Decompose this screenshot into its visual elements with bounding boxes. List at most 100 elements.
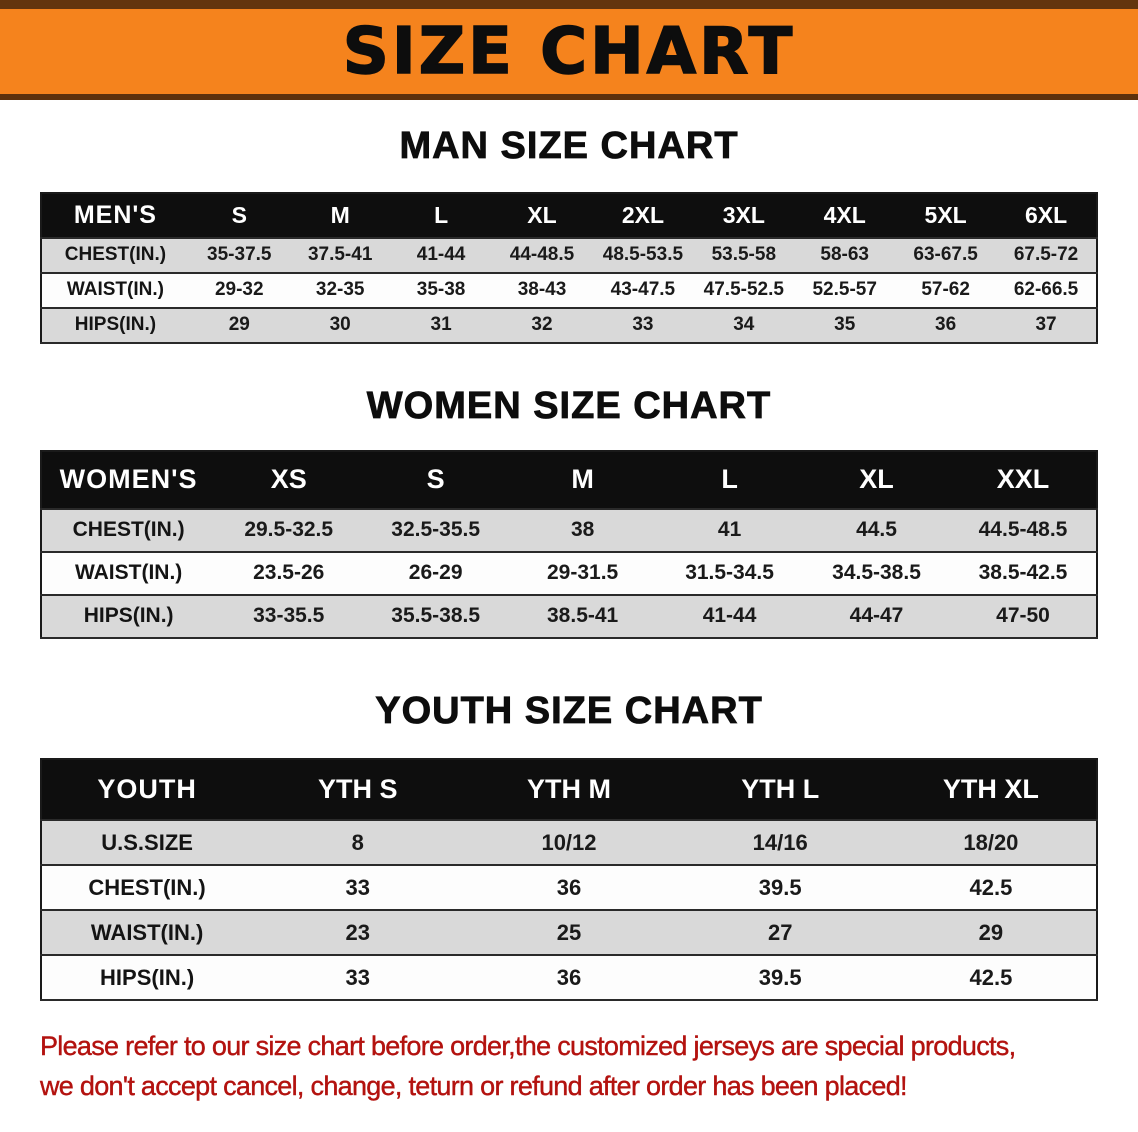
value-cell: 38.5-42.5 (978, 561, 1068, 585)
value-cell: 29 (978, 919, 1004, 945)
youth-section-heading: YOUTH SIZE CHART (375, 689, 763, 732)
value-cell: 33 (632, 314, 654, 336)
measurement-row: CHEST(IN.) 33 36 39.5 42.5 (41, 865, 1097, 911)
size-header-cell: L (390, 192, 492, 238)
value-cell: 36 (556, 874, 582, 900)
value-cell: 30 (329, 314, 351, 336)
content: MAN SIZE CHART MEN'S S M L XL 2XL 3XL 4XL 5XL 6XL… (0, 125, 1138, 1106)
banner-title: SIZE CHART (342, 14, 796, 89)
row-label-cell: HIPS(IN.) (100, 964, 195, 990)
size-header-cell: M (289, 192, 391, 238)
value-cell: 8 (351, 829, 364, 855)
measurement-row: CHEST(IN.) 35-37.5 37.5-41 41-44 44-48.5 48.5… (41, 237, 1097, 273)
size-header-cell: XXL (950, 450, 1097, 509)
size-header-cell: S (362, 450, 510, 509)
table-header-row: YOUTH YTH S YTH M YTH L YTH XL (41, 759, 1097, 821)
disclaimer-line-2: we don't accept cancel, change, teturn o… (40, 1070, 908, 1101)
size-header-cell: S (188, 192, 290, 238)
men-size-table: MEN'S S M L XL 2XL 3XL 4XL 5XL 6XL CHEST(IN.) 35-37… (40, 191, 1098, 344)
value-cell: 39.5 (758, 964, 802, 990)
value-cell: 29-31.5 (547, 561, 619, 585)
size-header-cell: M (509, 450, 657, 509)
value-cell: 47.5-52.5 (703, 279, 784, 301)
value-cell: 38.5-41 (547, 604, 619, 628)
disclaimer: Please refer to our size chart before or… (40, 1027, 1138, 1105)
youth-size-table: YOUTH YTH S YTH M YTH L YTH XL U.S.SIZE 8 10/12… (40, 758, 1098, 1002)
value-cell: 62-66.5 (1013, 279, 1079, 301)
value-cell: 14/16 (752, 829, 808, 855)
measurement-row: HIPS(IN.) 33-35.5 35.5-38.5 38.5-41 41-44 44-… (41, 594, 1097, 638)
value-cell: 29-32 (214, 279, 264, 301)
value-cell: 52.5-57 (812, 279, 877, 301)
value-cell: 48.5-53.5 (602, 244, 684, 266)
men-section-heading: MAN SIZE CHART (399, 125, 739, 167)
value-cell: 35-38 (416, 279, 466, 301)
size-header-cell: L (656, 450, 804, 509)
table-title-cell: WOMEN'S (41, 450, 216, 509)
size-chart-page: SIZE CHART MAN SIZE CHART MEN'S S M L XL 2XL 3… (0, 0, 1138, 1106)
value-cell: 25 (556, 919, 582, 945)
measurement-row: HIPS(IN.) 33 36 39.5 42.5 (41, 955, 1097, 1001)
value-cell: 18/20 (963, 829, 1019, 855)
row-label-cell: CHEST(IN.) (72, 518, 185, 542)
value-cell: 36 (556, 964, 582, 990)
value-cell: 35 (834, 314, 856, 336)
value-cell: 42.5 (969, 874, 1013, 900)
value-cell: 67.5-72 (1013, 244, 1079, 266)
size-header-cell: XS (215, 450, 363, 509)
row-label-cell: WAIST(IN.) (66, 279, 164, 301)
value-cell: 58-63 (820, 244, 870, 266)
value-cell: 35.5-38.5 (391, 604, 481, 628)
size-header-cell: XL (491, 192, 593, 238)
measurement-row: WAIST(IN.) 29-32 32-35 35-38 38-43 43-47.5 47.… (41, 272, 1097, 308)
value-cell: 44.5 (856, 518, 897, 542)
value-cell: 29.5-32.5 (244, 518, 334, 542)
measurement-row: WAIST(IN.) 23 25 27 29 (41, 910, 1097, 956)
value-cell: 26-29 (408, 561, 463, 585)
size-header-cell: YTH S (252, 759, 464, 821)
row-label-cell: HIPS(IN.) (83, 604, 174, 628)
measurement-row: U.S.SIZE 8 10/12 14/16 18/20 (41, 820, 1097, 866)
table-header-row: MEN'S S M L XL 2XL 3XL 4XL 5XL 6XL (41, 192, 1097, 238)
table-title-cell: YOUTH (41, 759, 253, 821)
value-cell: 42.5 (969, 964, 1013, 990)
row-label-cell: CHEST(IN.) (88, 874, 206, 900)
row-label-cell: WAIST(IN.) (74, 561, 183, 585)
banner: SIZE CHART (0, 0, 1138, 100)
value-cell: 63-67.5 (913, 244, 978, 266)
value-cell: 29 (228, 314, 250, 336)
value-cell: 36 (935, 314, 957, 336)
value-cell: 38 (570, 518, 595, 542)
size-header-cell: 2XL (592, 192, 694, 238)
value-cell: 31 (430, 314, 452, 336)
value-cell: 37 (1035, 314, 1057, 336)
value-cell: 41-44 (416, 244, 466, 266)
value-cell: 31.5-34.5 (685, 561, 774, 585)
value-cell: 43-47.5 (610, 279, 676, 301)
section-men: MAN SIZE CHART MEN'S S M L XL 2XL 3XL 4XL 5XL 6XL… (0, 125, 1138, 344)
value-cell: 10/12 (541, 829, 597, 855)
value-cell: 33 (345, 874, 371, 900)
size-header-cell: XL (803, 450, 950, 509)
value-cell: 23.5-26 (253, 561, 325, 585)
women-section-heading: WOMEN SIZE CHART (366, 384, 772, 427)
row-label-cell: WAIST(IN.) (90, 919, 204, 945)
value-cell: 32-35 (315, 279, 365, 301)
measurement-row: CHEST(IN.) 29.5-32.5 32.5-35.5 38 41 44.5 44.5… (41, 508, 1097, 552)
value-cell: 33 (345, 964, 371, 990)
value-cell: 27 (767, 919, 793, 945)
size-header-cell: 6XL (996, 192, 1097, 238)
row-label-cell: CHEST(IN.) (64, 244, 167, 266)
value-cell: 37.5-41 (307, 244, 373, 266)
value-cell: 41-44 (702, 604, 757, 628)
value-cell: 44.5-48.5 (978, 518, 1068, 542)
size-header-cell: 4XL (794, 192, 896, 238)
value-cell: 44-48.5 (509, 244, 575, 266)
value-cell: 23 (345, 919, 371, 945)
value-cell: 53.5-58 (711, 244, 777, 266)
value-cell: 44-47 (849, 604, 904, 628)
value-cell: 47-50 (996, 604, 1050, 628)
value-cell: 34.5-38.5 (832, 561, 921, 585)
measurement-row: HIPS(IN.) 29 30 31 32 33 34 35 36 37 (41, 307, 1097, 343)
table-title-cell: MEN'S (41, 192, 189, 238)
